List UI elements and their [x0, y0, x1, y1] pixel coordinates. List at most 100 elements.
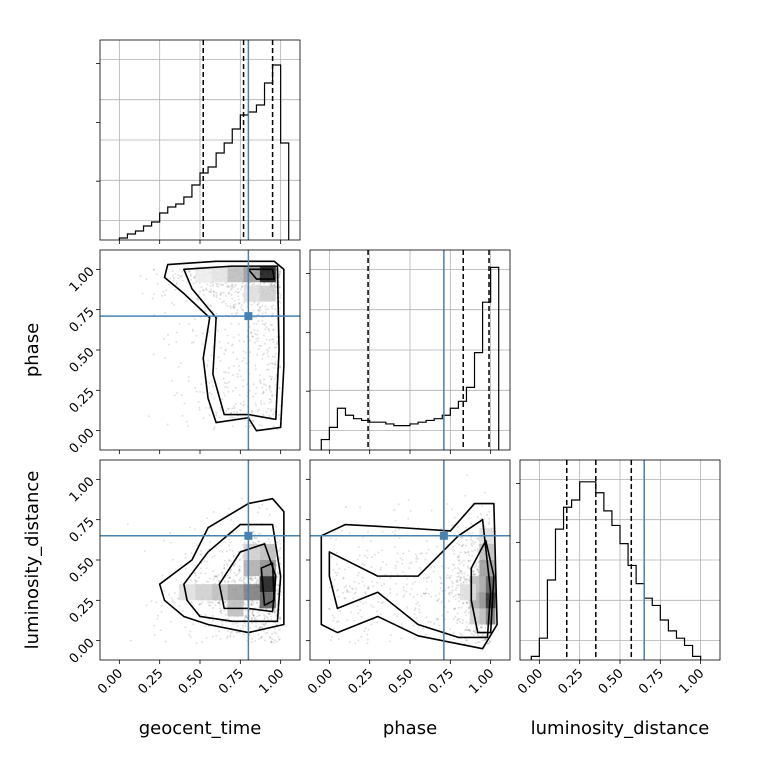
panel-geocent_time-vs-phase-point-250 [190, 274, 193, 277]
panel-geocent_time-vs-phase-point-686 [256, 333, 259, 336]
panel-geocent_time-vs-phase-point-511 [227, 292, 230, 295]
panel-geocent_time-vs-luminosity_distance-point-649 [193, 528, 196, 531]
panel-phase-vs-luminosity_distance-point-360 [453, 564, 456, 567]
panel-phase-vs-luminosity_distance-point-500 [389, 640, 392, 643]
panel-phase-vs-luminosity_distance-point-850 [485, 638, 488, 641]
panel-phase-vs-luminosity_distance-point-585 [375, 610, 378, 613]
panel-geocent_time-vs-luminosity_distance-point-412 [250, 622, 253, 625]
panel-phase-vs-luminosity_distance-point-517 [473, 572, 476, 575]
panel-geocent_time-vs-phase-point-63 [256, 340, 259, 343]
panel-phase-vs-luminosity_distance-point-107 [439, 577, 442, 580]
panel-geocent_time-vs-luminosity_distance-point-96 [279, 546, 282, 549]
panel-geocent_time-vs-luminosity_distance-point-778 [208, 601, 211, 604]
panel-phase-vs-luminosity_distance-point-748 [333, 627, 336, 630]
panel-geocent_time-vs-phase-point-36 [272, 413, 275, 416]
panel-geocent_time-vs-phase-point-178 [245, 283, 248, 286]
panel-geocent_time-vs-luminosity_distance-point-667 [224, 580, 227, 583]
panel-phase-vs-luminosity_distance-point-45 [331, 635, 334, 638]
panel-phase-vs-luminosity_distance-point-259 [439, 587, 442, 590]
panel-geocent_time-vs-phase-point-721 [209, 284, 212, 287]
panel-geocent_time-vs-phase-point-86 [254, 368, 257, 371]
panel-geocent_time-vs-phase-point-747 [152, 293, 155, 296]
hist-luminosity_distance-xtick-label-2: 0.50 [596, 666, 627, 697]
panel-phase-vs-luminosity_distance-point-389 [452, 595, 455, 598]
panel-geocent_time-vs-phase-point-612 [261, 353, 264, 356]
panel-geocent_time-vs-luminosity_distance-point-341 [265, 621, 268, 624]
panel-geocent_time-vs-phase-point-684 [237, 298, 240, 301]
panel-phase-vs-luminosity_distance-point-726 [466, 574, 469, 577]
panel-geocent_time-vs-phase-point-611 [215, 414, 218, 417]
hist-phase-steps [320, 266, 500, 450]
panel-geocent_time-vs-phase-point-439 [260, 345, 263, 348]
panel-geocent_time-vs-phase-point-632 [190, 278, 193, 281]
panel-phase-vs-luminosity_distance-point-143 [472, 630, 475, 633]
panel-phase-vs-luminosity_distance-point-134 [366, 549, 369, 552]
panel-geocent_time-vs-luminosity_distance-point-237 [177, 597, 180, 600]
panel-geocent_time-vs-luminosity_distance-point-595 [234, 622, 237, 625]
panel-geocent_time-vs-phase-point-210 [238, 302, 241, 305]
panel-geocent_time-vs-luminosity_distance-ytick-label-2: 0.50 [67, 555, 98, 586]
panel-geocent_time-vs-phase-point-564 [279, 404, 282, 407]
panel-geocent_time-vs-phase-point-350 [227, 381, 230, 384]
panel-phase-vs-luminosity_distance-point-632 [395, 593, 398, 596]
panel-geocent_time-vs-luminosity_distance-point-62 [273, 611, 276, 614]
panel-geocent_time-vs-luminosity_distance-point-169 [205, 517, 208, 520]
panel-phase-vs-luminosity_distance-point-588 [470, 522, 473, 525]
panel-phase-vs-luminosity_distance-point-876 [440, 565, 443, 568]
panel-phase-vs-luminosity_distance-point-651 [394, 567, 397, 570]
panel-geocent_time-vs-phase-point-244 [201, 343, 204, 346]
panel-geocent_time-vs-luminosity_distance-point-17 [269, 513, 272, 516]
panel-phase-vs-luminosity_distance-point-219 [405, 590, 408, 593]
hist-luminosity_distance-grid [520, 460, 720, 660]
panel-phase-vs-luminosity_distance-point-229 [457, 596, 460, 599]
panel-phase-vs-luminosity_distance-point-571 [465, 621, 468, 624]
panel-geocent_time-vs-luminosity_distance-point-175 [208, 577, 211, 580]
panel-geocent_time-vs-phase-point-716 [169, 277, 172, 280]
panel-geocent_time-vs-luminosity_distance-point-453 [197, 576, 200, 579]
panel-geocent_time-vs-luminosity_distance-point-591 [238, 569, 241, 572]
panel-phase-vs-luminosity_distance-xtick-label-0: 0.00 [305, 666, 336, 697]
panel-phase-vs-luminosity_distance-point-282 [410, 561, 413, 564]
panel-geocent_time-vs-phase-point-837 [223, 371, 226, 374]
panel-geocent_time-vs-phase-point-72 [274, 282, 277, 285]
panel-geocent_time-vs-phase-point-783 [272, 304, 275, 307]
panel-geocent_time-vs-luminosity_distance-density-5 [243, 560, 260, 577]
panel-phase-vs-luminosity_distance-point-208 [476, 516, 479, 519]
panel-phase-vs-luminosity_distance-point-354 [403, 594, 406, 597]
panel-phase-vs-luminosity_distance-point-730 [405, 606, 408, 609]
panel-geocent_time-vs-phase-point-551 [256, 303, 259, 306]
panel-geocent_time-vs-phase-point-112 [216, 317, 219, 320]
panel-phase-vs-luminosity_distance-point-400 [401, 570, 404, 573]
panel-geocent_time-vs-luminosity_distance-point-242 [229, 568, 232, 571]
panel-geocent_time-vs-luminosity_distance-point-835 [243, 577, 246, 580]
panel-geocent_time-vs-phase-point-425 [275, 346, 278, 349]
panel-geocent_time-vs-phase-point-507 [231, 283, 234, 286]
panel-geocent_time-vs-luminosity_distance-point-661 [231, 549, 234, 552]
panel-geocent_time-vs-luminosity_distance-ytick-label-1: 0.25 [67, 595, 98, 626]
panel-geocent_time-vs-phase-point-481 [251, 335, 254, 338]
panel-geocent_time-vs-luminosity_distance-point-358 [228, 576, 231, 579]
panel-geocent_time-vs-phase-point-620 [268, 384, 271, 387]
panel-phase-vs-luminosity_distance-point-669 [467, 578, 470, 581]
panel-phase-vs-luminosity_distance-point-256 [487, 522, 490, 525]
panel-geocent_time-vs-phase-point-859 [178, 268, 181, 271]
panel-geocent_time-vs-phase-point-280 [225, 371, 228, 374]
panel-geocent_time-vs-phase-point-869 [228, 285, 231, 288]
panel-phase-vs-luminosity_distance-point-897 [438, 624, 441, 627]
panel-geocent_time-vs-phase-point-102 [231, 297, 234, 300]
panel-geocent_time-vs-phase-point-398 [227, 407, 230, 410]
panel-geocent_time-vs-phase-point-852 [276, 428, 279, 431]
panel-phase-vs-luminosity_distance-point-484 [417, 626, 420, 629]
panel-phase-vs-luminosity_distance-point-11 [481, 504, 484, 507]
panel-geocent_time-vs-phase-point-197 [236, 291, 239, 294]
panel-geocent_time-vs-luminosity_distance-point-513 [178, 605, 181, 608]
panel-phase-vs-luminosity_distance-point-812 [476, 548, 479, 551]
panel-geocent_time-vs-phase-point-225 [219, 292, 222, 295]
panel-geocent_time-vs-phase-point-0 [264, 322, 267, 325]
panel-geocent_time-vs-phase-point-144 [235, 411, 238, 414]
panel-geocent_time-vs-phase-point-9 [268, 338, 271, 341]
panel-phase-vs-luminosity_distance-point-205 [462, 602, 465, 605]
panel-geocent_time-vs-luminosity_distance-point-768 [277, 635, 280, 638]
panel-phase-vs-luminosity_distance-point-180 [464, 628, 467, 631]
panel-geocent_time-vs-phase-point-158 [167, 283, 170, 286]
